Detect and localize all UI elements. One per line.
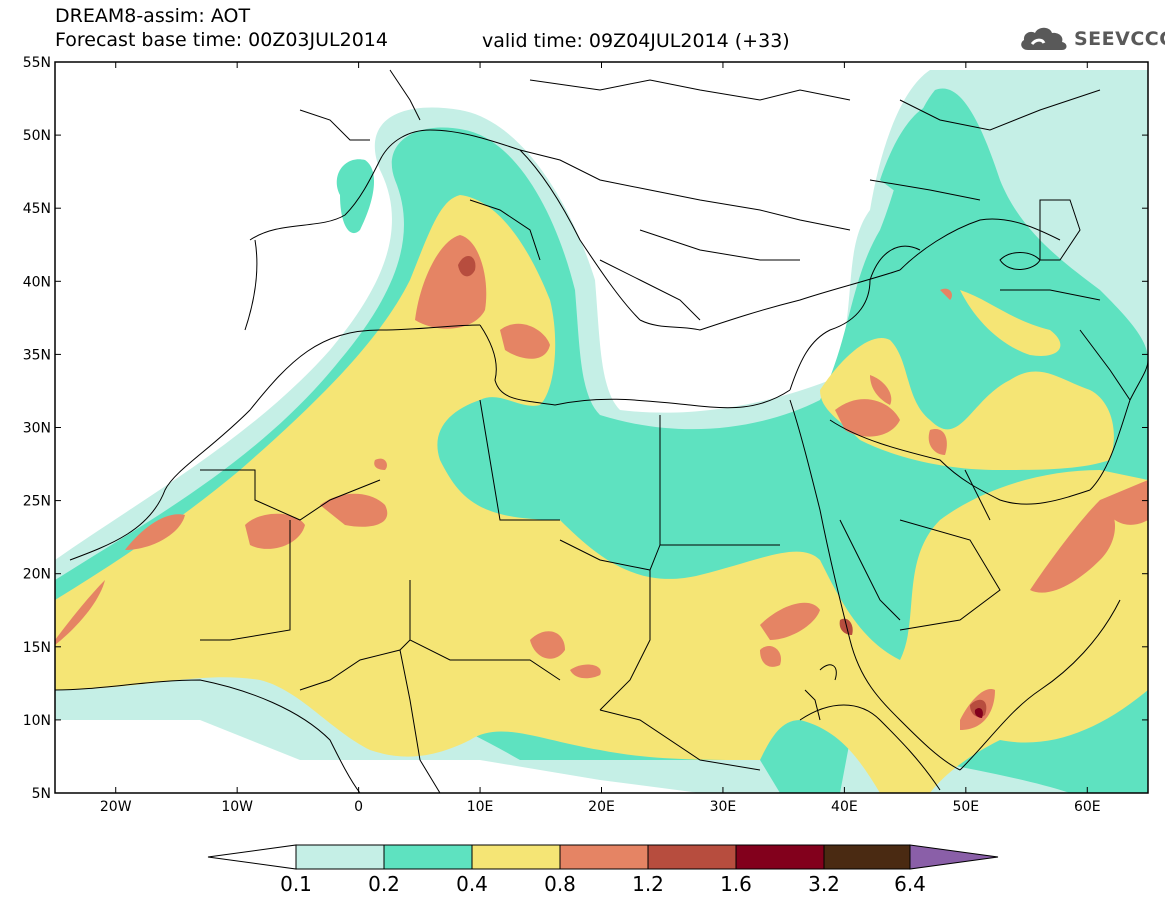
colorbar-swatch bbox=[383, 844, 473, 870]
seevccc-logo: SEEVCCC bbox=[1018, 22, 1165, 56]
aot-field bbox=[55, 62, 1148, 793]
lat-tick-label: 55N bbox=[23, 55, 51, 71]
colorbar bbox=[207, 844, 999, 870]
valid-time: valid time: 09Z04JUL2014 (+33) bbox=[482, 30, 790, 52]
coastlines bbox=[55, 69, 1148, 793]
lon-axis: 20W 10W 0 10E 20E 30E 40E 50E 60E bbox=[100, 62, 1101, 815]
colorbar-label: 3.2 bbox=[808, 872, 840, 896]
lat-tick-label: 50N bbox=[23, 128, 51, 144]
colorbar-swatch bbox=[559, 844, 649, 870]
lat-tick-label: 45N bbox=[23, 201, 51, 217]
lat-axis: 55N 50N 45N 40N 35N 30N 25N 20N 15N 10N 5N bbox=[23, 55, 1148, 802]
colorbar-label: 0.1 bbox=[280, 872, 312, 896]
lon-tick-label: 40E bbox=[831, 799, 858, 815]
lat-tick-label: 35N bbox=[23, 347, 51, 363]
forecast-base-time: Forecast base time: 00Z03JUL2014 bbox=[55, 29, 388, 51]
cloud-icon bbox=[1021, 27, 1067, 50]
colorbar-swatch bbox=[735, 844, 825, 870]
lon-tick-label: 20E bbox=[588, 799, 615, 815]
colorbar-label: 0.4 bbox=[456, 872, 488, 896]
colorbar-swatch bbox=[823, 844, 911, 870]
aot-band-1.6-3.2 bbox=[974, 707, 983, 718]
chart-title: DREAM8-assim: AOT bbox=[55, 5, 251, 27]
colorbar-label: 1.6 bbox=[720, 872, 752, 896]
lon-tick-label: 20W bbox=[100, 799, 132, 815]
colorbar-over-arrow bbox=[909, 844, 999, 870]
lat-tick-label: 40N bbox=[23, 274, 51, 290]
lon-tick-label: 50E bbox=[952, 799, 979, 815]
colorbar-label: 6.4 bbox=[894, 872, 926, 896]
lat-tick-label: 25N bbox=[23, 494, 51, 510]
colorbar-label: 0.8 bbox=[544, 872, 576, 896]
aot-band-0.4-0.8 bbox=[55, 195, 1148, 793]
lon-tick-label: 0 bbox=[354, 799, 363, 815]
lat-tick-label: 20N bbox=[23, 567, 51, 583]
colorbar-swatch bbox=[647, 844, 737, 870]
lat-tick-label: 15N bbox=[23, 640, 51, 656]
logo-text: SEEVCCC bbox=[1074, 28, 1165, 50]
colorbar-label: 0.2 bbox=[368, 872, 400, 896]
colorbar-swatch bbox=[471, 844, 561, 870]
lon-tick-label: 10W bbox=[221, 799, 253, 815]
lon-tick-label: 30E bbox=[710, 799, 737, 815]
lon-tick-label: 60E bbox=[1074, 799, 1101, 815]
colorbar-under-arrow bbox=[207, 844, 297, 870]
lat-tick-label: 5N bbox=[32, 786, 51, 802]
lat-tick-label: 30N bbox=[23, 421, 51, 437]
colorbar-label: 1.2 bbox=[632, 872, 664, 896]
colorbar-swatch bbox=[295, 844, 385, 870]
lon-tick-label: 10E bbox=[467, 799, 494, 815]
lat-tick-label: 10N bbox=[23, 713, 51, 729]
